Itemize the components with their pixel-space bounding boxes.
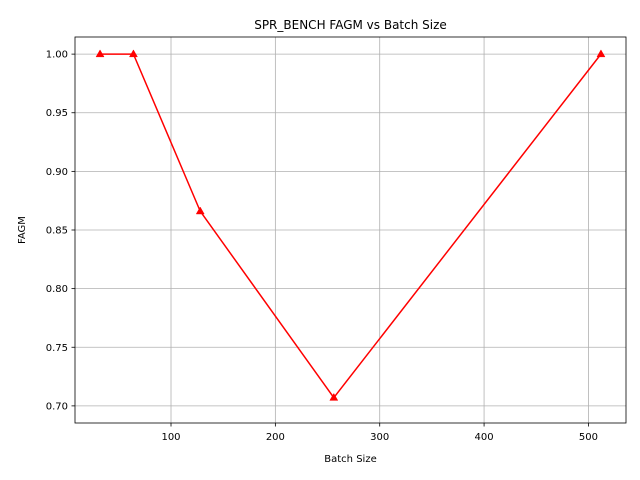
x-tick-label: 100 xyxy=(161,432,180,443)
grid xyxy=(75,37,626,423)
y-tick-label: 0.70 xyxy=(46,401,68,412)
data-point-marker xyxy=(195,206,205,215)
data-point-marker xyxy=(95,49,105,58)
data-point-marker xyxy=(596,49,606,58)
y-tick-label: 0.95 xyxy=(46,108,68,119)
x-tick-label: 500 xyxy=(579,432,598,443)
y-tick-label: 0.75 xyxy=(46,343,68,354)
x-tick-label: 300 xyxy=(370,432,389,443)
data-point-marker xyxy=(129,49,138,58)
y-tick-label: 0.90 xyxy=(46,167,68,178)
y-tick-label: 0.85 xyxy=(46,226,68,237)
x-axis-label: Batch Size xyxy=(324,454,376,465)
y-tick-label: 1.00 xyxy=(46,50,68,61)
y-axis-label: FAGM xyxy=(17,216,28,244)
x-axis: 100 200 300 400 500 xyxy=(161,423,598,443)
y-tick-label: 0.80 xyxy=(46,284,68,295)
chart-title: SPR_BENCH FAGM vs Batch Size xyxy=(254,18,447,32)
series-layer xyxy=(95,49,606,401)
x-tick-label: 200 xyxy=(266,432,285,443)
y-axis: 0.70 0.75 0.80 0.85 0.90 0.95 1.00 xyxy=(46,50,75,412)
data-point-marker xyxy=(329,392,339,401)
x-tick-label: 400 xyxy=(475,432,494,443)
